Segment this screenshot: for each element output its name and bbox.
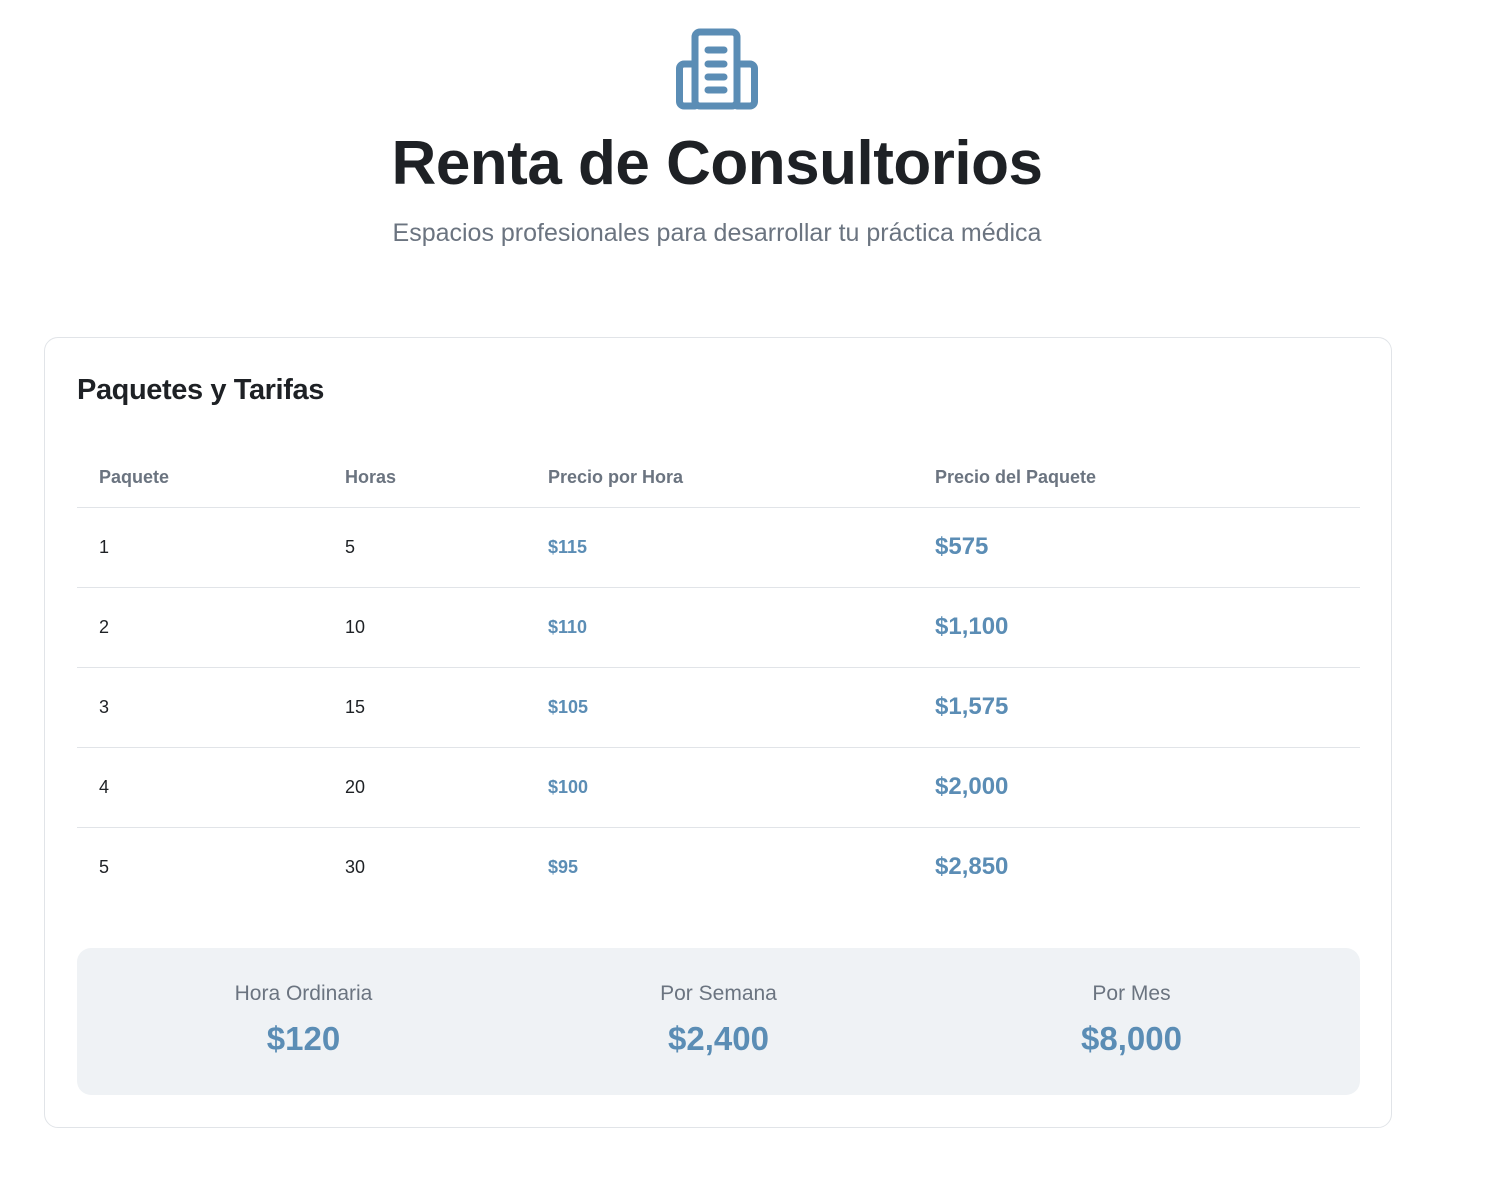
cell-package-price: $2,850 [935,853,1009,881]
cell-hours: 30 [345,856,366,877]
summary-weekly-rate: Por Semana $2,400 [512,948,925,1058]
table-row: 2 10 $110 $1,100 [77,587,1360,668]
building-icon [676,28,758,110]
cell-package: 1 [77,507,323,588]
page-title: Renta de Consultorios [391,129,1043,198]
rates-summary: Hora Ordinaria $120 Por Semana $2,400 Po… [77,948,1360,1095]
cell-hourly-price: $100 [526,747,913,828]
cell-hours: 20 [323,747,526,828]
cell-package: 2 [77,587,323,668]
cell-package-price: $575 [913,507,1360,588]
cell-hourly-price: $105 [526,667,913,748]
cell-hours: 5 [323,507,526,588]
column-header-package: Paquete [77,448,323,508]
summary-monthly-rate: Por Mes $8,000 [925,948,1338,1058]
card-title: Paquetes y Tarifas [77,374,324,406]
summary-value: $120 [266,1020,341,1057]
column-header-hours: Horas [323,448,526,508]
cell-hours: 10 [323,587,526,668]
column-header-hourly-price: Precio por Hora [526,448,913,508]
page-subtitle: Espacios profesionales para desarrollar … [392,219,1042,247]
rates-table: Paquete Horas Precio por Hora Precio del… [77,448,1360,907]
cell-package: 4 [77,747,323,828]
cell-package-price: $1,100 [913,587,1360,668]
cell-hourly-price: $110 [526,587,913,668]
table-header-row: Paquete Horas Precio por Hora Precio del… [77,448,1360,508]
summary-label: Hora Ordinaria [234,982,373,1005]
cell-package-price: $2,000 [913,747,1360,828]
cell-package: 3 [77,667,323,748]
table-row: 5 30 $95 $2,850 [77,827,1360,907]
cell-package-price: $1,575 [913,667,1360,748]
table-row: 3 15 $105 $1,575 [77,667,1360,748]
summary-label: Por Semana [660,982,777,1005]
summary-value: $2,400 [668,1020,769,1057]
rates-card: Paquetes y Tarifas Paquete Horas Precio … [44,337,1392,1128]
cell-hourly-price: $95 [548,856,579,877]
summary-label: Por Mes [1092,982,1171,1005]
summary-hourly-rate: Hora Ordinaria $120 [97,948,510,1058]
table-row: 4 20 $100 $2,000 [77,747,1360,828]
table-row: 1 5 $115 $575 [77,507,1360,588]
column-header-package-price: Precio del Paquete [913,448,1360,508]
cell-package: 5 [99,856,110,877]
cell-hours: 15 [323,667,526,748]
summary-value: $8,000 [1081,1020,1182,1057]
cell-hourly-price: $115 [526,507,913,588]
